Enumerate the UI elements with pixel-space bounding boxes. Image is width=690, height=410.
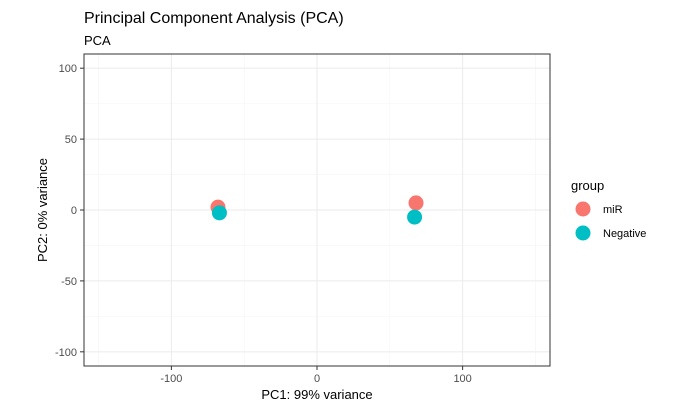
y-tick-label: 100 <box>59 63 77 75</box>
points <box>210 195 424 225</box>
x-tick-label: -100 <box>160 373 182 385</box>
axes: -100 0 100 -100 -50 0 50 100 <box>55 63 472 385</box>
legend-label-negative: Negative <box>603 228 646 240</box>
x-tick-label: 100 <box>453 373 471 385</box>
y-tick-label: -50 <box>61 276 77 288</box>
legend-title: group <box>571 178 604 193</box>
grid <box>84 54 550 366</box>
data-point-mir <box>408 195 424 211</box>
legend-key-mir <box>575 201 591 217</box>
chart-title: Principal Component Analysis (PCA) <box>84 10 344 27</box>
x-axis-title: PC1: 99% variance <box>261 387 372 402</box>
data-point-negative <box>407 209 423 225</box>
legend: group miR Negative <box>571 178 646 241</box>
y-tick-label: 50 <box>65 134 77 146</box>
legend-key-negative <box>575 225 591 241</box>
y-tick-label: -100 <box>55 347 77 359</box>
y-tick-label: 0 <box>71 205 77 217</box>
data-point-negative <box>211 205 227 221</box>
x-tick-label: 0 <box>314 373 320 385</box>
chart-subtitle: PCA <box>84 33 111 48</box>
y-axis-title: PC2: 0% variance <box>35 158 50 262</box>
legend-label-mir: miR <box>603 204 623 216</box>
